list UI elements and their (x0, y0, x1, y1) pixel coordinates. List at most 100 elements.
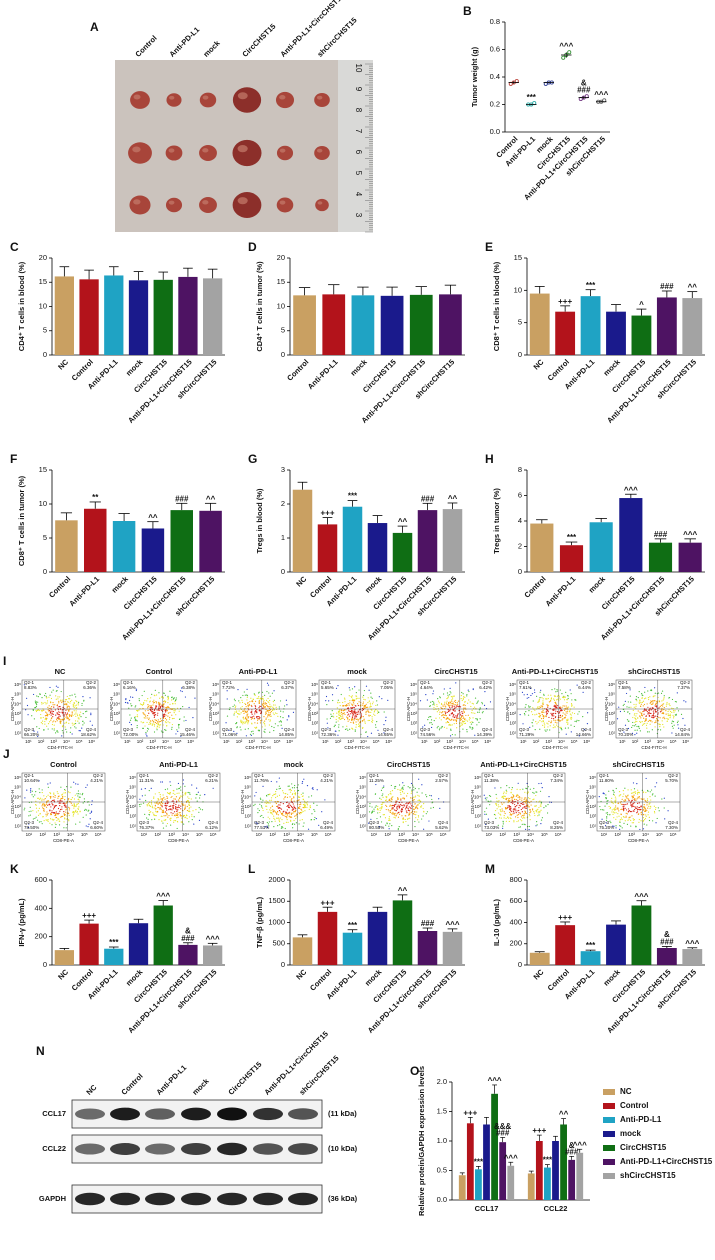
event-dot (566, 711, 567, 712)
event-dot (265, 706, 266, 707)
event-dot (358, 724, 359, 725)
legend-swatch (603, 1117, 615, 1123)
event-dot (328, 700, 329, 701)
event-dot (75, 716, 76, 717)
event-dot (666, 713, 667, 714)
event-dot (457, 706, 458, 707)
event-dot (246, 694, 247, 695)
event-dot (455, 715, 456, 716)
significance: ^^ (448, 494, 458, 503)
event-dot (454, 710, 455, 711)
bar (552, 1141, 559, 1200)
event-dot (261, 805, 262, 806)
event-dot (539, 701, 540, 702)
y-tick-label: 2.0 (437, 1077, 447, 1086)
event-dot (366, 704, 367, 705)
event-dot (294, 801, 295, 802)
event-dot (240, 727, 241, 728)
event-dot (264, 707, 265, 708)
event-dot (458, 701, 459, 702)
event-dot (515, 808, 516, 809)
event-dot (275, 801, 276, 802)
event-dot (170, 825, 171, 826)
event-dot (364, 708, 365, 709)
event-dot (289, 813, 290, 814)
event-dot (302, 796, 303, 797)
event-dot (177, 793, 178, 794)
event-dot (196, 788, 197, 789)
event-dot (394, 786, 395, 787)
event-dot (152, 704, 153, 705)
event-dot (74, 705, 75, 706)
event-dot (409, 787, 410, 788)
event-dot (344, 712, 345, 713)
event-dot (262, 705, 263, 706)
event-dot (260, 722, 261, 723)
bar (576, 1153, 583, 1200)
event-dot (148, 803, 149, 804)
event-dot (271, 800, 272, 801)
significance: ** (92, 493, 99, 502)
event-dot (392, 805, 393, 806)
event-dot (321, 811, 322, 812)
event-dot (447, 704, 448, 705)
event-dot (83, 817, 84, 818)
event-dot (652, 820, 653, 821)
event-dot (166, 707, 167, 708)
event-dot (150, 720, 151, 721)
event-dot (415, 807, 416, 808)
event-dot (628, 728, 629, 729)
event-dot (533, 793, 534, 794)
event-dot (562, 718, 563, 719)
event-dot (480, 718, 481, 719)
event-dot (292, 807, 293, 808)
event-dot (169, 712, 170, 713)
event-dot (366, 686, 367, 687)
event-dot (266, 700, 267, 701)
event-dot (298, 796, 299, 797)
event-dot (408, 786, 409, 787)
event-dot (242, 706, 243, 707)
event-dot (667, 719, 668, 720)
event-dot (544, 729, 545, 730)
event-dot (381, 799, 382, 800)
y-axis-label: Relative protein/GAPDH expression levels (417, 1066, 426, 1216)
y-tick-label: 10¹ (212, 730, 219, 735)
event-dot (147, 715, 148, 716)
event-dot (29, 811, 30, 812)
event-dot (75, 783, 76, 784)
event-dot (76, 704, 77, 705)
event-dot (400, 804, 401, 805)
event-dot (57, 712, 58, 713)
event-dot (665, 710, 666, 711)
event-dot (351, 697, 352, 698)
event-dot (73, 814, 74, 815)
event-dot (421, 805, 422, 806)
event-dot (534, 692, 535, 693)
quadrant-value: 7.58% (618, 685, 631, 690)
event-dot (555, 710, 556, 711)
event-dot (82, 794, 83, 795)
event-dot (642, 697, 643, 698)
event-dot (676, 701, 677, 702)
event-dot (662, 705, 663, 706)
event-dot (530, 706, 531, 707)
ruler-number: 3 (354, 213, 363, 218)
event-dot (547, 713, 548, 714)
event-dot (276, 806, 277, 807)
event-dot (396, 807, 397, 808)
event-dot (294, 824, 295, 825)
y-tick-label: 3 (281, 465, 285, 474)
event-dot (156, 720, 157, 721)
event-dot (362, 710, 363, 711)
event-dot (46, 697, 47, 698)
event-dot (418, 804, 419, 805)
event-dot (47, 813, 48, 814)
event-dot (529, 814, 530, 815)
event-dot (31, 794, 32, 795)
event-dot (634, 734, 635, 735)
event-dot (293, 809, 294, 810)
y-tick-label: 10² (474, 814, 481, 819)
event-dot (631, 727, 632, 728)
event-dot (130, 703, 131, 704)
